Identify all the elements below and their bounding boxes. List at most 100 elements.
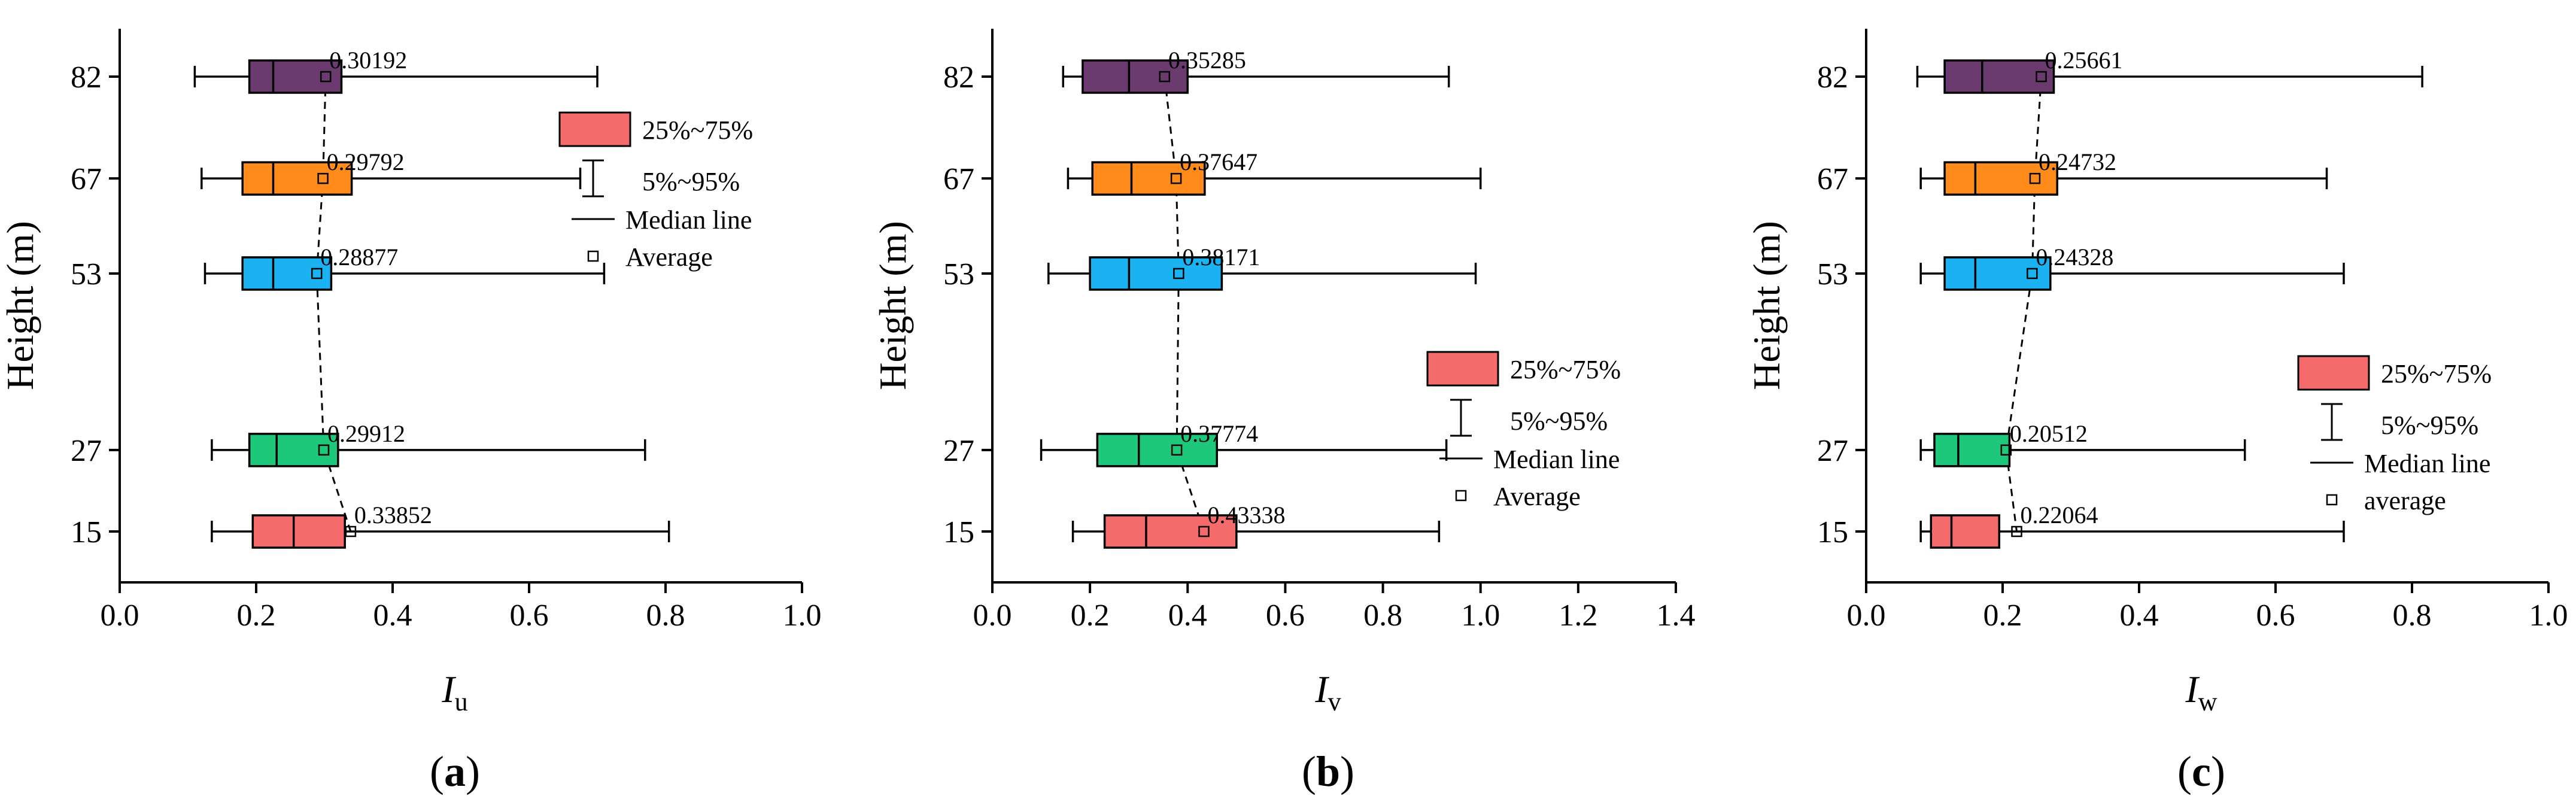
y-tick-label: 27: [1817, 434, 1848, 468]
box-27: 0.37774: [1040, 420, 1448, 467]
panel-label-letter: a: [444, 748, 466, 795]
legend: 25%~75% 5%~95% Median line average: [2297, 355, 2492, 515]
y-tick-label: 15: [71, 515, 102, 549]
x-tick-label: 0.4: [1168, 599, 1207, 633]
x-tick-label: 1.0: [2529, 599, 2568, 633]
mean-value-label: 0.43338: [1208, 502, 1286, 528]
panel-label-open-paren: (: [1302, 748, 1316, 795]
x-tick-label: 0.4: [373, 599, 412, 633]
x-tick-label: 0.6: [510, 599, 549, 633]
legend-whisker-label: 5%~95%: [1510, 406, 1608, 436]
y-tick-label: 53: [943, 257, 974, 291]
box-27: 0.20512: [1919, 420, 2246, 467]
box-15: 0.22064: [1919, 502, 2345, 549]
panel-label-open-paren: (: [430, 748, 444, 795]
legend-mean-symbol: [1455, 490, 1467, 502]
mean-marker: [2036, 71, 2047, 83]
panel-label: (a): [430, 748, 480, 795]
y-tick-label: 67: [71, 162, 102, 196]
mean-marker: [1170, 172, 1182, 184]
mean-value-label: 0.35285: [1168, 47, 1246, 74]
mean-marker: [345, 525, 357, 537]
y-tick-label: 53: [71, 257, 102, 291]
legend-box-swatch: [2297, 355, 2370, 391]
legend-mean-label: Average: [625, 242, 713, 272]
box-27: 0.29912: [211, 420, 646, 467]
mean-value-label: 0.33852: [354, 502, 432, 528]
x-tick-label: 0.2: [237, 599, 276, 633]
iqr-box: [1091, 161, 1206, 196]
mean-marker: [2029, 172, 2041, 184]
legend-median-label: Median line: [625, 205, 752, 235]
y-axis-title: Height (m): [0, 221, 41, 390]
box-67: 0.37647: [1067, 148, 1482, 196]
y-tick-label: 15: [1817, 515, 1848, 549]
iqr-box: [1103, 514, 1238, 549]
panel-c: 0.0 0.2 0.4 0.6 0.8 1.0 82 67 53 27 15 Height (m) Iw…: [1745, 29, 2568, 795]
x-axis-title-subscript: w: [2198, 687, 2217, 716]
x-tick-label: 0.8: [2393, 599, 2432, 633]
iqr-box: [241, 161, 353, 196]
mean-value-label: 0.20512: [2010, 420, 2088, 447]
x-tick-label: 1.0: [783, 599, 822, 633]
mean-trend-line: [1164, 76, 1205, 532]
mean-value-label: 0.24328: [2036, 244, 2113, 271]
legend-box-label: 25%~75%: [2381, 359, 2492, 388]
x-tick-label: 0.8: [1363, 599, 1402, 633]
legend-box-swatch: [1426, 351, 1499, 387]
legend-mean-label: Average: [1493, 482, 1581, 511]
iqr-box: [1082, 59, 1189, 94]
mean-value-label: 0.38171: [1182, 244, 1260, 271]
iqr-box: [248, 433, 339, 467]
panel-b: 0.0 0.2 0.4 0.6 0.8 1.0 1.2 1.4 82 67 53 27 15 Height…: [871, 29, 1696, 795]
y-tick-label: 82: [943, 60, 974, 95]
x-tick-label: 1.0: [1461, 599, 1500, 633]
box-15: 0.43338: [1071, 502, 1441, 549]
mean-value-label: 0.37647: [1180, 148, 1257, 175]
legend-whisker-label: 5%~95%: [642, 167, 740, 196]
mean-marker: [320, 71, 332, 83]
x-axis-title: Iw: [2185, 668, 2217, 716]
mean-value-label: 0.37774: [1180, 420, 1258, 447]
box-67: 0.29792: [201, 148, 582, 196]
x-tick-label: 0.2: [1071, 599, 1110, 633]
legend-median-label: Median line: [2364, 449, 2490, 478]
x-tick-label: 1.2: [1559, 599, 1597, 633]
mean-marker: [317, 172, 329, 184]
box-82: 0.30192: [193, 47, 599, 94]
panel-label-letter: c: [2192, 748, 2211, 795]
box-82: 0.35285: [1062, 47, 1450, 94]
x-tick-label: 0.6: [1266, 599, 1305, 633]
panel-label-close-paren: ): [466, 748, 480, 795]
mean-marker: [1171, 444, 1183, 456]
x-tick-label: 1.4: [1657, 599, 1696, 633]
iqr-box: [1096, 433, 1218, 467]
mean-value-label: 0.28877: [320, 244, 398, 271]
y-tick-label: 53: [1817, 257, 1848, 291]
y-tick-label: 27: [943, 434, 974, 468]
mean-trend-line: [315, 76, 352, 532]
y-tick-label: 15: [943, 515, 974, 549]
y-axis-title: Height (m): [871, 221, 914, 390]
x-axis-title: Iu: [441, 668, 467, 716]
x-tick-label: 0.0: [1847, 599, 1886, 633]
x-axis-title-subscript: u: [455, 687, 468, 716]
y-tick-label: 67: [1817, 162, 1848, 196]
panel-label-open-paren: (: [2177, 748, 2192, 795]
panel-a: 0.0 0.2 0.4 0.6 0.8 1.0 82 67 53 27 15 Height (m) Iu…: [0, 29, 822, 795]
x-tick-label: 0.0: [101, 599, 139, 633]
mean-value-label: 0.29912: [327, 420, 405, 447]
mean-value-label: 0.24732: [2039, 148, 2116, 175]
mean-value-label: 0.30192: [329, 47, 407, 74]
mean-marker: [311, 268, 323, 280]
x-axis-title-main: I: [441, 668, 456, 710]
iqr-box: [1943, 59, 2055, 94]
mean-value-label: 0.25661: [2045, 47, 2123, 74]
iqr-box: [248, 59, 343, 94]
mean-marker: [1198, 525, 1210, 537]
iqr-box: [1943, 256, 2052, 291]
y-tick-label: 67: [943, 162, 974, 196]
mean-value-label: 0.29792: [327, 148, 405, 175]
mean-marker: [318, 444, 330, 456]
legend-box-label: 25%~75%: [1510, 355, 1621, 384]
